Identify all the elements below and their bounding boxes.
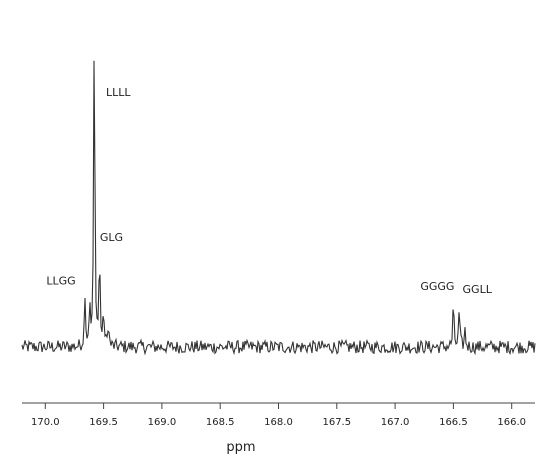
plot-area xyxy=(21,60,536,356)
x-ticks: 170.0 169.5 169.0 168.5 168.0 167.5 167.0 166.5… xyxy=(31,403,526,428)
peak-label-glg: GLG xyxy=(100,231,123,244)
x-tick-label: 166.0 xyxy=(497,417,526,428)
spectrum-line xyxy=(21,60,536,356)
x-tick-label: 168.5 xyxy=(206,417,235,428)
x-tick-label: 167.5 xyxy=(322,417,351,428)
x-tick-label: 166.5 xyxy=(439,417,468,428)
peak-label-gggg: GGGG xyxy=(420,280,454,293)
x-tick-label: 168.0 xyxy=(264,417,293,428)
x-tick-label: 169.0 xyxy=(148,417,177,428)
peak-label-llgg: LLGG xyxy=(46,274,75,287)
peak-label-llll: LLLL xyxy=(106,86,131,99)
peak-label-ggll: GGLL xyxy=(463,283,493,296)
x-tick-label: 170.0 xyxy=(31,417,60,428)
x-axis-label: ppm xyxy=(226,440,255,455)
x-tick-label: 167.0 xyxy=(381,417,410,428)
x-tick-label: 169.5 xyxy=(89,417,118,428)
peak-labels: LLGG LLLL GLG GGGG GGLL xyxy=(46,86,492,296)
x-axis: 170.0 169.5 169.0 168.5 168.0 167.5 167.0 166.5… xyxy=(22,402,535,428)
